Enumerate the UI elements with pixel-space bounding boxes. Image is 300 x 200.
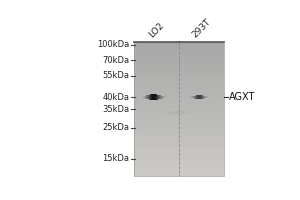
- Bar: [134, 131, 224, 134]
- Bar: [134, 98, 224, 100]
- Bar: [134, 169, 224, 172]
- Bar: [134, 156, 224, 158]
- Bar: [134, 95, 224, 98]
- Bar: [134, 162, 224, 165]
- Bar: [134, 129, 224, 131]
- Text: 35kDa: 35kDa: [102, 105, 129, 114]
- Bar: [134, 124, 224, 127]
- Bar: [134, 69, 224, 71]
- Bar: [134, 75, 224, 78]
- Text: 100kDa: 100kDa: [97, 40, 129, 49]
- Text: 25kDa: 25kDa: [102, 123, 129, 132]
- Text: 293T: 293T: [190, 17, 212, 39]
- Bar: [134, 165, 224, 167]
- Text: AGXT: AGXT: [229, 92, 256, 102]
- Bar: [134, 144, 224, 147]
- Bar: [134, 57, 224, 60]
- Bar: [134, 102, 224, 105]
- Bar: [134, 127, 224, 129]
- Text: 40kDa: 40kDa: [102, 93, 129, 102]
- Bar: [134, 111, 224, 114]
- Bar: [134, 151, 224, 154]
- Bar: [134, 167, 224, 169]
- Bar: [134, 113, 224, 116]
- Bar: [134, 42, 224, 176]
- Bar: [134, 149, 224, 152]
- Bar: [134, 53, 224, 56]
- Bar: [134, 51, 224, 53]
- Bar: [134, 89, 224, 91]
- Bar: [134, 86, 224, 89]
- Text: LO2: LO2: [147, 21, 165, 39]
- Bar: [134, 153, 224, 156]
- Bar: [134, 106, 224, 109]
- Text: 55kDa: 55kDa: [102, 71, 129, 80]
- Bar: [134, 66, 224, 69]
- Bar: [134, 138, 224, 140]
- Bar: [134, 71, 224, 73]
- Bar: [134, 42, 224, 44]
- Bar: [134, 135, 224, 138]
- Bar: [134, 80, 224, 82]
- Bar: [134, 104, 224, 107]
- Bar: [134, 62, 224, 65]
- Bar: [134, 147, 224, 149]
- Bar: [134, 171, 224, 174]
- Bar: [134, 73, 224, 76]
- Bar: [134, 100, 224, 102]
- Bar: [134, 91, 224, 94]
- Bar: [134, 122, 224, 125]
- Bar: [134, 109, 224, 111]
- Text: 70kDa: 70kDa: [102, 56, 129, 65]
- Bar: [134, 133, 224, 136]
- Bar: [134, 142, 224, 145]
- Bar: [134, 140, 224, 143]
- Bar: [134, 120, 224, 123]
- Bar: [134, 173, 224, 176]
- Bar: [134, 46, 224, 49]
- Bar: [134, 115, 224, 118]
- Bar: [134, 64, 224, 67]
- Bar: [134, 55, 224, 58]
- Bar: [134, 84, 224, 87]
- Bar: [134, 118, 224, 120]
- Text: 15kDa: 15kDa: [102, 154, 129, 163]
- Bar: [134, 60, 224, 62]
- Bar: [134, 93, 224, 96]
- Bar: [134, 48, 224, 51]
- Bar: [134, 77, 224, 80]
- Bar: [134, 82, 224, 85]
- Bar: [134, 44, 224, 47]
- Bar: [134, 158, 224, 161]
- Bar: [134, 160, 224, 163]
